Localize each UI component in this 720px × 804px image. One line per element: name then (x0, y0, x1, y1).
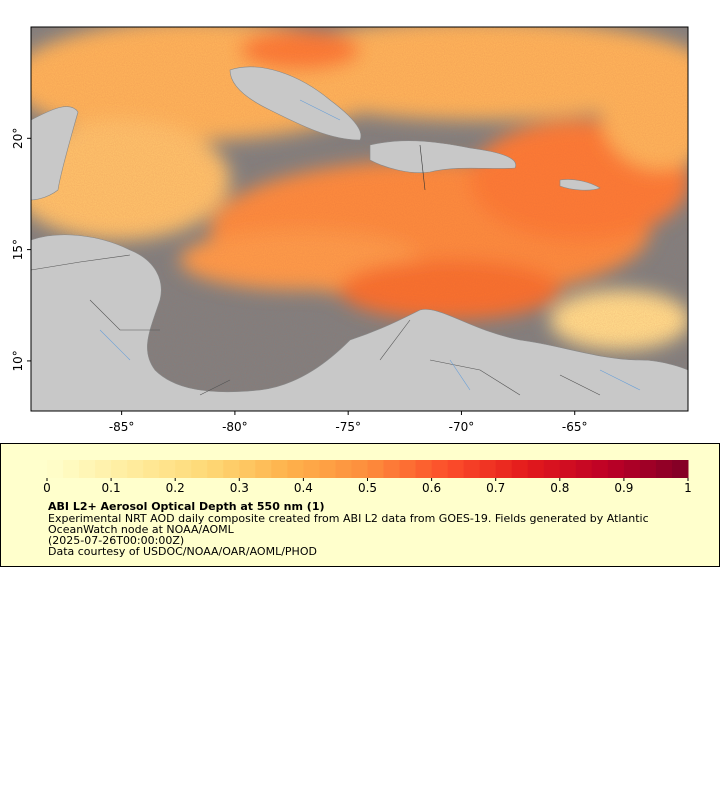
colorbar-swatch (415, 460, 433, 478)
colorbar-swatch (463, 460, 481, 478)
colorbar-swatch (543, 460, 561, 478)
rivers (99, 99, 641, 391)
land (31, 66, 688, 411)
colorbar-tick-label: 0.2 (166, 481, 185, 495)
x-tick-label: -70° (449, 420, 475, 434)
colorbar-swatch (143, 460, 160, 478)
x-tick-label: -75° (335, 420, 361, 434)
colorbar-swatch (591, 460, 609, 478)
colorbar-swatch (495, 460, 513, 478)
map-image (31, 27, 688, 411)
colorbar-swatch (511, 460, 529, 478)
caption-line: Data courtesy of USDOC/NOAA/OAR/AOML/PHO… (48, 545, 317, 558)
colorbar-swatch (303, 460, 320, 478)
colorbar-tick-label: 0.4 (294, 481, 313, 495)
colorbar-swatch (287, 460, 304, 478)
x-tick-label: -65° (562, 420, 588, 434)
colorbar-tick-label: 0.5 (358, 481, 377, 495)
x-tick-label: -85° (109, 420, 135, 434)
map-frame (30, 26, 689, 412)
y-tick-label: 15° (11, 239, 25, 260)
colorbar-swatch (671, 460, 689, 478)
colorbar-swatch (607, 460, 625, 478)
borders (31, 144, 601, 396)
colorbar-tick-label: 0.8 (550, 481, 569, 495)
colorbar-swatch (207, 460, 224, 478)
colorbar-swatch (623, 460, 641, 478)
colorbar-swatch (47, 460, 64, 478)
colorbar-swatch (159, 460, 176, 478)
colorbar-swatch (95, 460, 112, 478)
colorbar-swatch (223, 460, 240, 478)
colorbar: 0 0.1 0.2 0.3 0.4 0.5 0.6 0.7 0.8 0.9 1 (43, 460, 692, 495)
colorbar-tick-label: 0.6 (422, 481, 441, 495)
colorbar-swatch (367, 460, 385, 478)
colorbar-swatch (79, 460, 96, 478)
colorbar-swatch (351, 460, 368, 478)
colorbar-tick-label: 1 (684, 481, 692, 495)
colorbar-swatch (191, 460, 208, 478)
caption-line: (2025-07-26T00:00:00Z) (48, 534, 184, 547)
colorbar-swatch (127, 460, 144, 478)
colorbar-swatch (111, 460, 128, 478)
colorbar-swatch (559, 460, 577, 478)
colorbar-swatch (479, 460, 497, 478)
colorbar-swatch (63, 460, 80, 478)
colorbar-tick-label: 0.1 (102, 481, 121, 495)
colorbar-tick-label: 0.9 (614, 481, 633, 495)
caption-line: OceanWatch node at NOAA/AOML (48, 523, 235, 536)
colorbar-swatch (399, 460, 417, 478)
colorbar-swatch (431, 460, 449, 478)
colorbar-tick-label: 0.3 (230, 481, 249, 495)
colorbar-swatch (335, 460, 352, 478)
colorbar-swatch (175, 460, 192, 478)
colorbar-swatch (255, 460, 272, 478)
colorbar-swatch (527, 460, 545, 478)
legend-caption: Experimental NRT AOD daily composite cre… (48, 512, 649, 558)
colorbar-swatch (639, 460, 657, 478)
colorbar-swatch (239, 460, 256, 478)
colorbar-swatch (655, 460, 673, 478)
colorbar-swatch (447, 460, 465, 478)
colorbar-swatch (383, 460, 401, 478)
colorbar-swatch (319, 460, 336, 478)
colorbar-swatch (575, 460, 593, 478)
y-tick-label: 20° (11, 128, 25, 149)
colorbar-swatch (271, 460, 288, 478)
y-tick-label: 10° (11, 350, 25, 371)
colorbar-tick-label: 0 (43, 481, 51, 495)
map-axes: -85° -80° -75° -70° -65° 20° 15° 10° (11, 128, 588, 434)
legend-title: ABI L2+ Aerosol Optical Depth at 550 nm … (48, 500, 325, 513)
caption-line: Experimental NRT AOD daily composite cre… (48, 512, 649, 525)
colorbar-tick-label: 0.7 (486, 481, 505, 495)
x-tick-label: -80° (222, 420, 248, 434)
